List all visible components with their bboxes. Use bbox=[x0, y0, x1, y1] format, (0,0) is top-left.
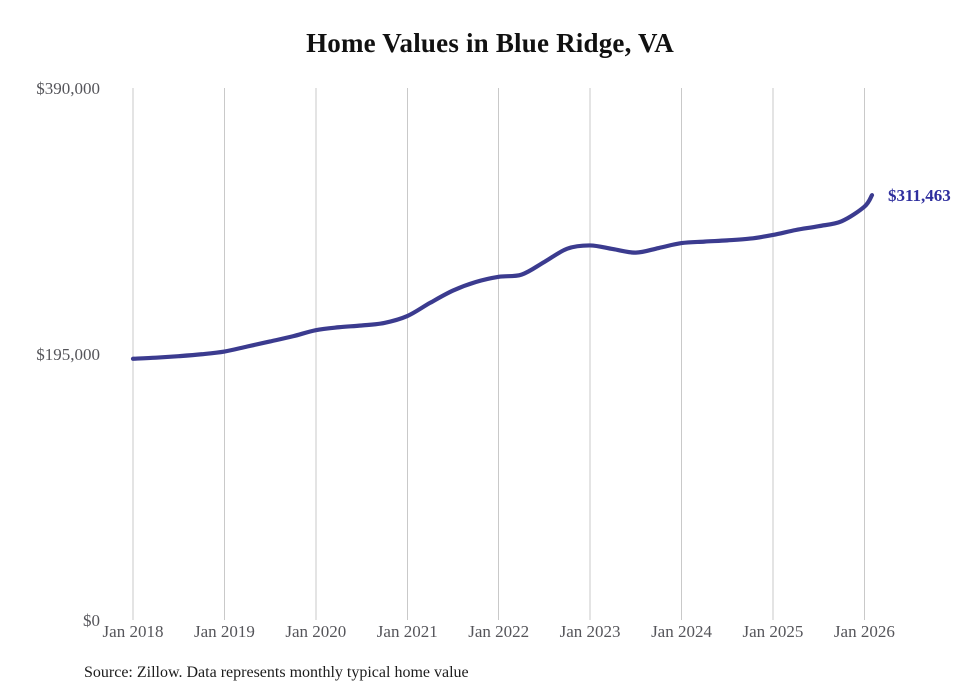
gridlines bbox=[132, 88, 865, 620]
endpoint-value-label: $311,463 bbox=[888, 186, 951, 205]
chart-title: Home Values in Blue Ridge, VA bbox=[306, 28, 674, 58]
x-axis-tick-label: Jan 2018 bbox=[103, 622, 164, 641]
endpoint-label: $311,463 bbox=[888, 186, 951, 205]
x-axis-tick-labels: Jan 2018 Jan 2019 Jan 2020 Jan 2021 Jan 2022… bbox=[103, 622, 895, 641]
x-axis-tick-label: Jan 2024 bbox=[651, 622, 712, 641]
series-lines bbox=[130, 193, 875, 361]
y-axis-tick-label: $390,000 bbox=[36, 79, 100, 98]
y-axis-tick-label: $195,000 bbox=[36, 345, 100, 364]
data-series-line bbox=[130, 193, 875, 361]
y-axis-tick-labels: $0 $195,000 $390,000 bbox=[36, 79, 100, 630]
x-axis-tick-label: Jan 2025 bbox=[742, 622, 803, 641]
x-axis-tick-label: Jan 2019 bbox=[194, 622, 255, 641]
x-axis-tick-label: Jan 2020 bbox=[285, 622, 346, 641]
x-axis-tick-label: Jan 2022 bbox=[468, 622, 529, 641]
source-note: Source: Zillow. Data represents monthly … bbox=[84, 664, 469, 681]
x-axis-tick-label: Jan 2021 bbox=[377, 622, 438, 641]
x-axis-tick-label: Jan 2023 bbox=[560, 622, 621, 641]
x-axis-tick-label: Jan 2026 bbox=[834, 622, 895, 641]
y-axis-tick-label: $0 bbox=[83, 611, 100, 630]
